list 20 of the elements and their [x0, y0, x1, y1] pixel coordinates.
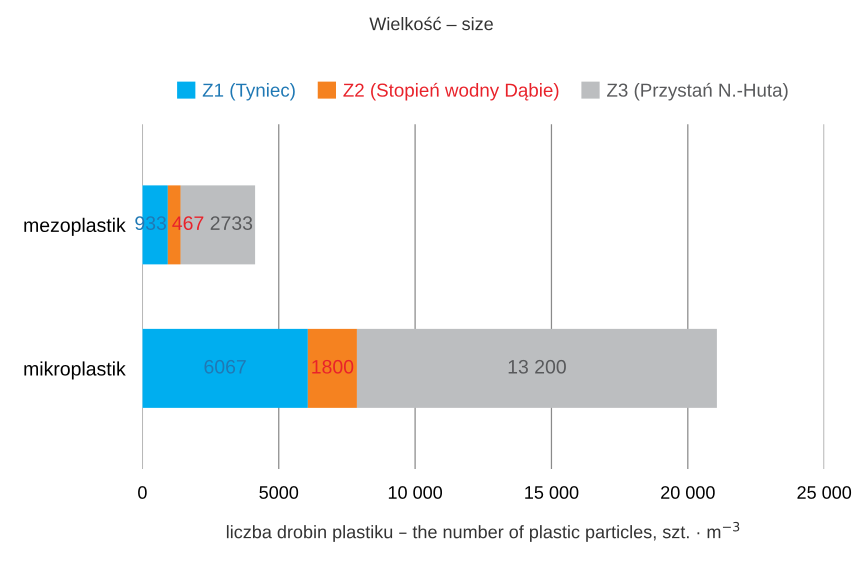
legend-label: Z3 (Przystań N.-Huta) — [607, 82, 788, 101]
data-label: 2733 — [210, 216, 252, 230]
bar — [356, 328, 717, 408]
x-axis-title: liczba drobin plastiku – the number of plastic particles, szt. · m$^{−3}$ — [226, 522, 740, 542]
data-label: 1800 — [312, 360, 354, 374]
data-label: 13 200 — [508, 360, 566, 374]
data-label: 6067 — [204, 360, 246, 374]
x-tick-label: 5000 — [259, 486, 298, 499]
x-tick-label: 20 000 — [661, 486, 715, 499]
x-tick-label: 10 000 — [388, 486, 442, 499]
legend-label: Z2 (Stopień wodny Dąbie) — [343, 82, 558, 101]
y-tick-label: mikroplastik — [24, 361, 126, 380]
chart-title: Wielkość – size — [369, 16, 493, 30]
legend-label: Z1 (Tyniec) — [202, 83, 295, 101]
bar — [308, 328, 357, 408]
x-tick-label: 0 — [138, 486, 147, 499]
bar — [142, 328, 308, 408]
x-tick-label: 15 000 — [525, 486, 578, 499]
x-tick-label: 25 000 — [797, 486, 852, 499]
y-tick-label: mezoplastik — [24, 218, 126, 236]
